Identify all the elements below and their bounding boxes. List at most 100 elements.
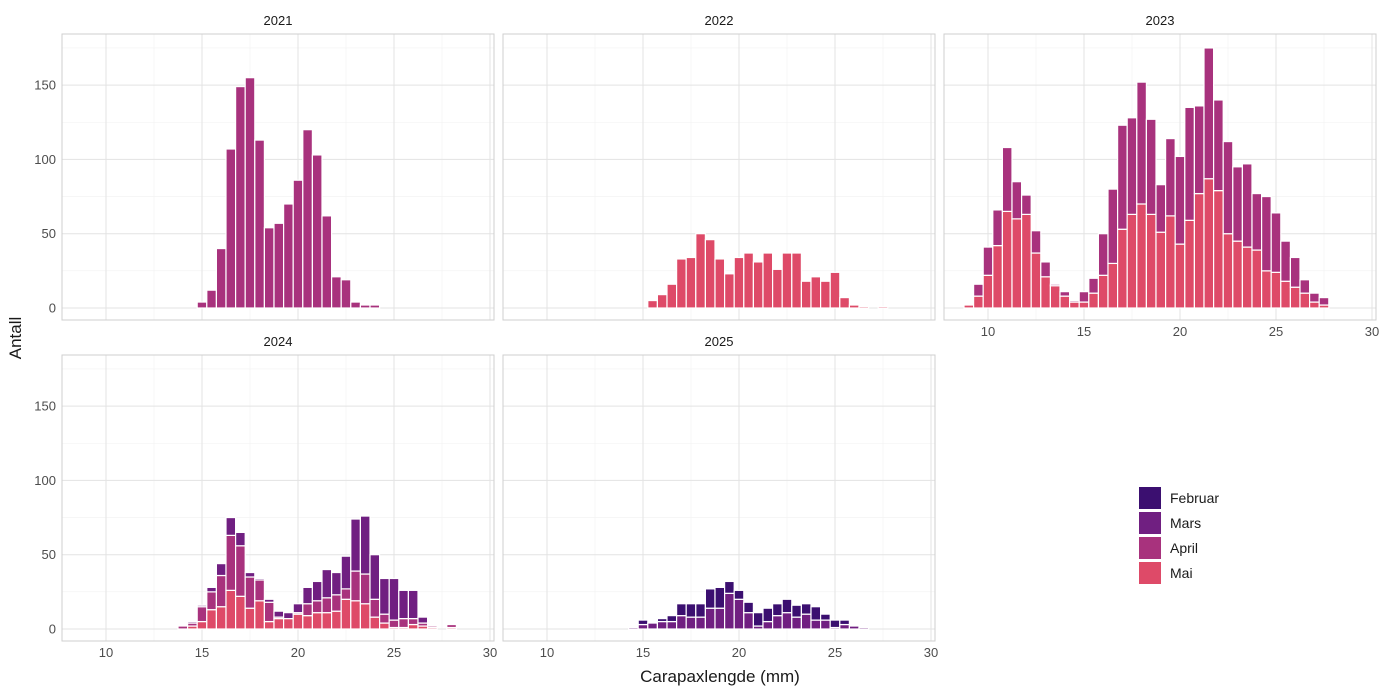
bar-februar (839, 619, 850, 626)
bar-mai (369, 616, 381, 630)
bar-april (263, 227, 275, 309)
bar-april (1308, 292, 1320, 303)
x-tick-label: 10 (981, 324, 995, 339)
bar-mai (292, 613, 304, 630)
bar-mai (359, 603, 371, 630)
bar-mai (877, 305, 889, 309)
bar-mai (1260, 270, 1272, 309)
y-tick-label: 50 (42, 226, 56, 241)
bar-april (331, 276, 342, 309)
bar-mai (311, 612, 323, 630)
bar-april (1251, 192, 1263, 251)
bar-februar (714, 586, 726, 609)
bar-februar (743, 601, 754, 614)
bar-mars (196, 604, 208, 608)
bar-april (1270, 212, 1282, 273)
bar-mai (733, 256, 745, 309)
bar-april (311, 600, 323, 614)
bar-mai (302, 615, 313, 630)
bar-april (321, 597, 333, 614)
y-tick-label: 100 (34, 473, 56, 488)
bar-mai (235, 595, 246, 630)
panel-border (502, 33, 936, 321)
bar-mai (1155, 231, 1167, 309)
x-tick-label: 10 (540, 645, 554, 660)
x-tick-label: 15 (1077, 324, 1091, 339)
bar-april (369, 598, 381, 618)
bar-mars (244, 571, 256, 578)
bar-mars (743, 612, 754, 630)
bar-mai (972, 295, 984, 309)
bar-mai (1040, 276, 1052, 309)
bar-mai (1299, 292, 1311, 309)
bar-februar (733, 589, 745, 600)
bar-april (1040, 261, 1052, 278)
bar-april (982, 246, 994, 276)
bar-april (331, 594, 342, 612)
panel-border (61, 33, 495, 321)
x-tick-label: 25 (387, 645, 401, 660)
bar-mai (752, 261, 764, 309)
x-tick-label: 20 (291, 645, 305, 660)
bar-mai (810, 276, 822, 309)
legend-key-april (1139, 536, 1161, 559)
bar-mai (244, 607, 256, 630)
x-tick-label: 20 (732, 645, 746, 660)
bar-mars (685, 616, 697, 630)
bar-april (1289, 256, 1301, 288)
bar-mai (675, 258, 687, 309)
bar-mai (1289, 286, 1301, 309)
legend-label: April (1170, 539, 1199, 556)
bar-april (1020, 194, 1032, 215)
bar-mai (848, 304, 860, 309)
bar-april (235, 545, 246, 597)
bar-mars (369, 554, 381, 600)
bar-april (273, 222, 285, 309)
bar-april (1280, 240, 1292, 282)
bar-mars (254, 577, 266, 581)
bar-mai (1107, 262, 1119, 309)
bar-april (1299, 279, 1311, 294)
bar-mars (273, 610, 285, 618)
bar-april (1241, 163, 1253, 248)
bar-mai (829, 271, 841, 309)
bar-mai (762, 252, 774, 309)
bar-mai (771, 268, 783, 309)
bar-mai (695, 233, 706, 309)
bar-mai (781, 252, 793, 309)
bar-februar (723, 580, 735, 594)
bar-mars (263, 598, 275, 603)
panel-border (502, 354, 936, 642)
bar-mars (666, 620, 678, 630)
bar-februar (704, 588, 716, 609)
bar-april (1116, 124, 1128, 230)
bar-april (1318, 296, 1330, 306)
bar-mai (1222, 233, 1234, 309)
facet-panel-2023: 2023 10 15 20 25 30 (943, 13, 1379, 339)
bar-mars (791, 616, 802, 630)
bar-mai (992, 244, 1003, 309)
bar-mai (407, 623, 419, 630)
legend-key-februar (1139, 486, 1161, 509)
bar-april (1260, 195, 1272, 272)
bar-april (311, 154, 323, 309)
bar-april (1184, 106, 1196, 221)
bar-mars (331, 571, 342, 596)
bar-mai (839, 296, 850, 309)
facet-title: 2025 (705, 334, 734, 349)
bar-mars (187, 620, 198, 624)
bar-februar (781, 598, 793, 614)
legend-label: Mars (1170, 514, 1202, 531)
bar-februar (685, 603, 697, 618)
bar-mars (810, 619, 822, 630)
bar-april (359, 304, 371, 309)
x-tick-label: 25 (1269, 324, 1283, 339)
legend-key-mars (1139, 511, 1161, 534)
bar-mai (1184, 219, 1196, 309)
y-axis-title: Antall (6, 317, 25, 360)
bar-mai (215, 606, 227, 630)
bar-april (1193, 105, 1205, 195)
bar-mai (283, 617, 294, 630)
bar-mai (1174, 243, 1186, 309)
